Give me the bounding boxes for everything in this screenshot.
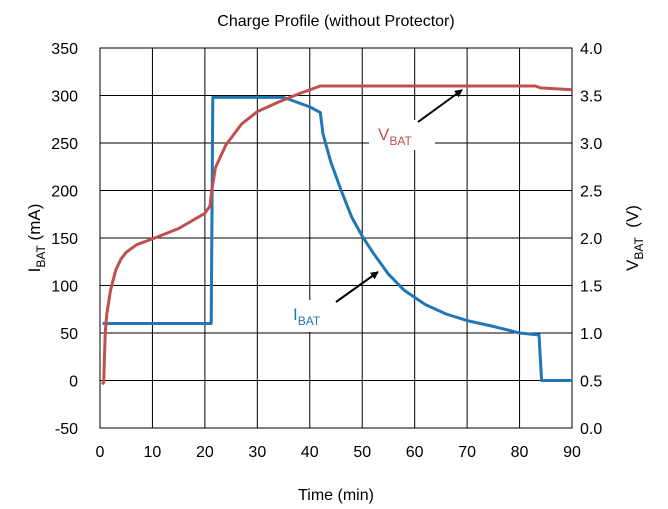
left-y-tick-label: 0 bbox=[69, 374, 78, 391]
gridlines bbox=[99, 47, 573, 429]
x-axis-ticks: 0 10 20 30 40 50 60 70 80 90 bbox=[96, 444, 581, 461]
left-y-tick-label: 150 bbox=[51, 231, 78, 248]
vbat-label-box bbox=[369, 120, 435, 150]
ibat-arrow bbox=[335, 271, 379, 303]
left-y-tick-label: 250 bbox=[51, 136, 78, 153]
left-axis-ticks: -50 0 50 100 150 200 250 300 350 bbox=[51, 41, 78, 438]
left-y-tick-label: 300 bbox=[51, 89, 78, 106]
x-axis-label: Time (min) bbox=[298, 487, 374, 504]
left-y-tick-label: -50 bbox=[55, 421, 78, 438]
x-tick-label: 40 bbox=[301, 444, 319, 461]
x-tick-label: 30 bbox=[248, 444, 266, 461]
right-y-tick-label: 0.0 bbox=[580, 421, 602, 438]
right-y-tick-label: 4.0 bbox=[580, 41, 602, 58]
right-y-tick-label: 2.0 bbox=[580, 231, 602, 248]
chart-title: Charge Profile (without Protector) bbox=[217, 13, 454, 30]
x-tick-label: 10 bbox=[144, 444, 162, 461]
right-y-tick-label: 3.5 bbox=[580, 89, 602, 106]
left-axis-label: IBAT (mA) bbox=[25, 204, 48, 273]
vbat-label: VBAT bbox=[378, 125, 412, 148]
x-tick-label: 90 bbox=[563, 444, 581, 461]
right-y-tick-label: 0.5 bbox=[580, 374, 602, 391]
left-y-tick-label: 350 bbox=[51, 41, 78, 58]
ibat-label: IBAT bbox=[293, 305, 321, 328]
ibat-annotation: IBAT bbox=[284, 271, 379, 332]
ibat-label-box bbox=[284, 300, 340, 332]
right-axis-label: VBAT (V) bbox=[623, 205, 646, 271]
x-tick-label: 0 bbox=[96, 444, 105, 461]
right-y-tick-label: 2.5 bbox=[580, 184, 602, 201]
left-y-tick-label: 200 bbox=[51, 184, 78, 201]
series-layer bbox=[100, 84, 573, 386]
right-y-tick-label: 3.0 bbox=[580, 136, 602, 153]
x-tick-label: 60 bbox=[406, 444, 424, 461]
vbat-annotation: VBAT bbox=[369, 89, 463, 150]
right-y-tick-label: 1.5 bbox=[580, 279, 602, 296]
series-line-vbat bbox=[100, 84, 573, 386]
x-tick-label: 20 bbox=[196, 444, 214, 461]
left-y-tick-label: 100 bbox=[51, 279, 78, 296]
right-axis-ticks: 0.0 0.5 1.0 1.5 2.0 2.5 3.0 3.5 4.0 bbox=[580, 41, 602, 438]
series-line-ibat bbox=[102, 95, 572, 382]
vbat-arrow bbox=[417, 89, 463, 123]
right-y-tick-label: 1.0 bbox=[580, 326, 602, 343]
x-tick-label: 70 bbox=[458, 444, 476, 461]
x-tick-label: 50 bbox=[353, 444, 371, 461]
x-tick-label: 80 bbox=[511, 444, 529, 461]
left-y-tick-label: 50 bbox=[60, 326, 78, 343]
